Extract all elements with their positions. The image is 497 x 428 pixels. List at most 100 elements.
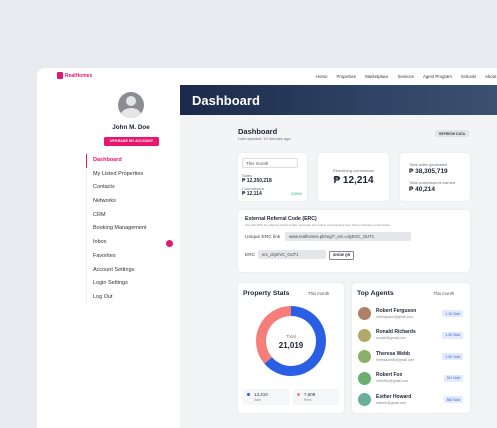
total-commission: ₱ 40,214 bbox=[409, 186, 436, 193]
refresh-button[interactable]: REFRESH DATA bbox=[435, 130, 470, 137]
menu-item[interactable]: Login Settings bbox=[86, 277, 180, 291]
agent-name: Robert Ferguson bbox=[376, 307, 417, 314]
agent-sold: 911 Sold bbox=[443, 374, 463, 382]
agent-name: Esther Howard bbox=[376, 393, 412, 400]
agent-row: Ronald Richards ronaldr@gmail.com 1.3K Sol… bbox=[357, 327, 465, 349]
banner: Dashboard bbox=[180, 85, 497, 115]
period-dropdown[interactable]: This month bbox=[308, 291, 330, 296]
menu-item[interactable]: Dashboard bbox=[86, 154, 180, 168]
card-title: Property Stats bbox=[243, 290, 290, 297]
erc-link[interactable]: www.realhomes.ph/reg/?_erc=cityEVC_OUT1 bbox=[285, 232, 411, 241]
legend-label: Sale bbox=[254, 398, 262, 402]
menu-item[interactable]: Inbox bbox=[86, 236, 180, 250]
erc-code[interactable]: erc_cityEVC_OUT1 bbox=[258, 250, 326, 259]
donut-segment bbox=[264, 306, 326, 376]
nav-item[interactable]: Properties bbox=[336, 73, 357, 79]
erc-title: External Referral Code (ERC) bbox=[245, 216, 317, 222]
nav-item[interactable]: About Us bbox=[485, 73, 497, 79]
change: 3.05% bbox=[291, 192, 302, 196]
nav-item[interactable]: Marketplace bbox=[365, 73, 389, 79]
agent-list: Robert Ferguson robferguson@gmail.com 1.1K… bbox=[357, 305, 465, 413]
legend-value: 7,609 bbox=[304, 391, 316, 397]
period-dropdown[interactable]: This month bbox=[433, 291, 455, 296]
show-qr-button[interactable]: SHOW QR bbox=[329, 250, 355, 260]
menu-item[interactable]: Favorites bbox=[86, 249, 180, 264]
nav-item[interactable]: Schools bbox=[460, 73, 477, 79]
legend-label: Rent bbox=[304, 398, 312, 402]
label: Remaining commission bbox=[332, 168, 375, 173]
nav-item[interactable]: Home bbox=[316, 73, 328, 79]
nav-item[interactable]: Agent Program bbox=[422, 73, 452, 79]
total-sales: ₱ 38,305,719 bbox=[409, 168, 448, 175]
card-title: Top Agents bbox=[357, 290, 394, 297]
legend-swatch bbox=[247, 393, 250, 396]
logo: RealHomes bbox=[65, 73, 93, 79]
sales-card: This month Sales ₱ 12,350,218 Commission… bbox=[238, 153, 307, 201]
agent-sold: 1.0K Sold bbox=[442, 353, 463, 360]
menu: Dashboard My Listed Properties Contacts Net… bbox=[86, 154, 180, 305]
agent-email: ronaldr@gmail.com bbox=[376, 336, 406, 340]
updated: Last updated: 10 minutes ago bbox=[238, 136, 291, 141]
page-title: Dashboard bbox=[238, 127, 278, 136]
agent-avatar bbox=[358, 371, 371, 385]
agent-row: Robert Ferguson robferguson@gmail.com 1.1K… bbox=[357, 305, 465, 327]
legend-swatch bbox=[297, 393, 300, 396]
agent-sold: 1.3K Sold bbox=[442, 331, 463, 339]
top-agents-card: Top Agents This month Robert Ferguson rob… bbox=[352, 283, 470, 413]
total-label: Total bbox=[286, 334, 296, 339]
label: Commission bbox=[242, 186, 265, 191]
logo-icon bbox=[57, 72, 63, 79]
agent-email: estherh@gmail.com bbox=[376, 400, 407, 405]
total: 21,019 bbox=[278, 341, 304, 350]
inbox-badge bbox=[166, 239, 173, 247]
agent-sold: 1.1K Sold bbox=[442, 310, 463, 317]
nav-items: Home Properties Marketplace Services Agent P… bbox=[316, 74, 497, 79]
user-name: John M. Doe bbox=[112, 124, 150, 131]
property-stats-card: Property Stats This month Total 21,019 1… bbox=[238, 283, 344, 413]
avatar bbox=[118, 92, 144, 118]
agent-row: Robert Fox robertfox@gmail.com 911 Sold bbox=[357, 370, 465, 392]
app-window: RealHomes Home Properties Marketplace Servi… bbox=[37, 68, 497, 428]
agent-row: Theresa Webb theresawebb@gmail.com 1.0K So… bbox=[357, 348, 465, 370]
donut-segment bbox=[256, 306, 292, 364]
menu-item[interactable]: Networks bbox=[86, 195, 180, 209]
agent-avatar bbox=[358, 350, 371, 363]
banner-title: Dashboard bbox=[192, 93, 260, 108]
agent-row: Esther Howard estherh@gmail.com 860 Sold bbox=[357, 391, 465, 413]
legend: 13,410 Sale 7,609 Rent bbox=[243, 389, 339, 405]
agent-sold: 860 Sold bbox=[443, 396, 463, 403]
erc-card: External Referral Code (ERC) Use this ER… bbox=[238, 210, 470, 272]
top-nav: RealHomes Home Properties Marketplace Servi… bbox=[37, 68, 497, 86]
agent-email: robertfox@gmail.com bbox=[376, 379, 409, 383]
remaining: ₱ 12,214 bbox=[333, 175, 374, 186]
agent-avatar bbox=[358, 328, 371, 342]
menu-item[interactable]: Contacts bbox=[86, 181, 180, 196]
nav-item[interactable]: Services bbox=[397, 73, 414, 79]
legend-item: 7,609 Rent bbox=[293, 389, 339, 405]
label: Unique ERC link bbox=[245, 235, 281, 240]
menu-item[interactable]: Log Out bbox=[86, 290, 180, 305]
donut-chart bbox=[256, 306, 326, 376]
agent-avatar bbox=[358, 393, 371, 406]
sales: ₱ 12,350,218 bbox=[242, 178, 272, 184]
menu-item[interactable]: My Listed Properties bbox=[86, 167, 180, 182]
sidebar: John M. Doe UPGRADE MY ACCOUNT Dashboard… bbox=[37, 85, 180, 428]
legend-item: 13,410 Sale bbox=[243, 389, 289, 405]
agent-email: theresawebb@gmail.com bbox=[376, 357, 415, 362]
label: Total commissions earned bbox=[409, 180, 456, 185]
legend-value: 13,410 bbox=[254, 391, 268, 397]
agent-email: robferguson@gmail.com bbox=[376, 314, 413, 319]
agent-name: Robert Fox bbox=[376, 372, 403, 378]
label: Total sales generated bbox=[409, 162, 448, 167]
agent-name: Ronald Richards bbox=[376, 329, 416, 335]
menu-item[interactable]: Account Settings bbox=[86, 263, 180, 278]
label: ERC bbox=[245, 253, 256, 258]
agent-name: Theresa Webb bbox=[376, 350, 411, 357]
upgrade-button[interactable]: UPGRADE MY ACCOUNT bbox=[104, 137, 159, 146]
period-dropdown[interactable]: This month bbox=[242, 158, 298, 168]
commission: ₱ 12,114 bbox=[242, 191, 262, 197]
menu-item[interactable]: Booking Management bbox=[86, 222, 180, 237]
label: Sales bbox=[242, 173, 253, 178]
menu-item[interactable]: CRM bbox=[86, 208, 180, 223]
